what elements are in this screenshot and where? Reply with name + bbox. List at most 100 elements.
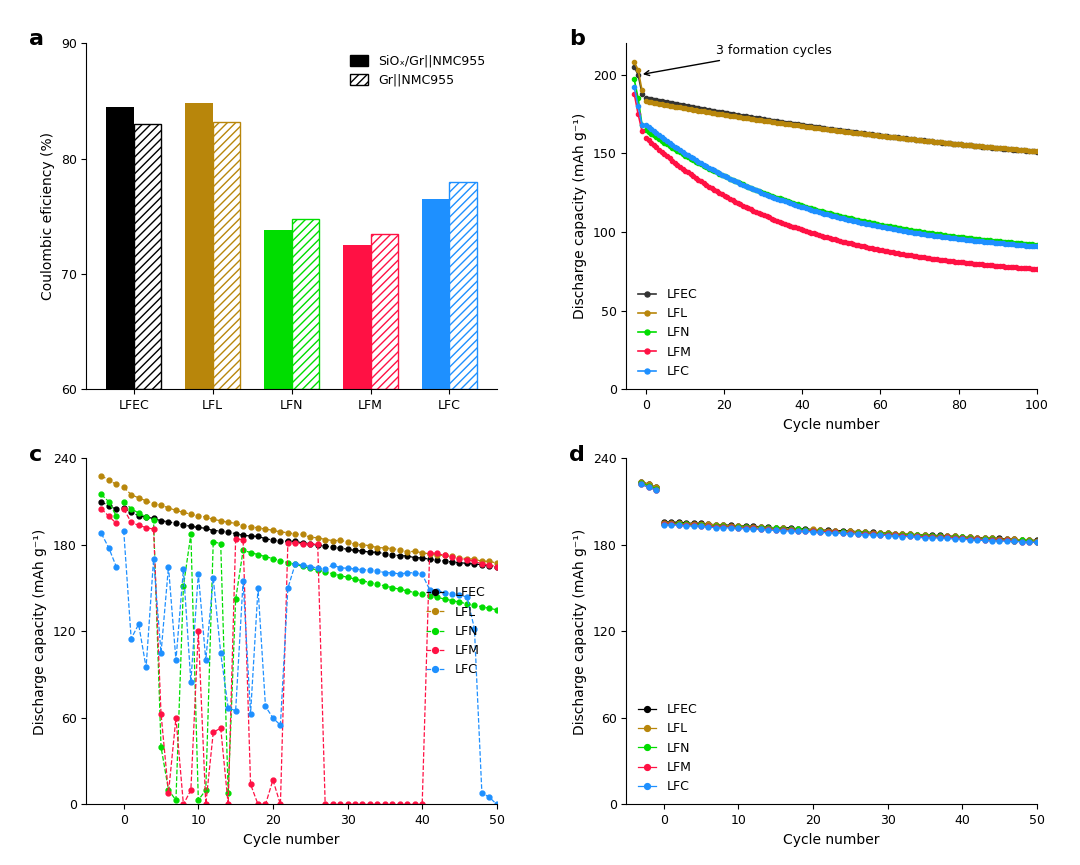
LFC — [229, 706, 242, 716]
Text: d: d — [569, 445, 584, 465]
LFEC — [237, 530, 249, 541]
LFL — [860, 129, 873, 139]
Y-axis label: Discharge capacity (mAh g⁻¹): Discharge capacity (mAh g⁻¹) — [33, 529, 48, 734]
LFL — [777, 523, 789, 534]
LFM — [769, 524, 782, 535]
LFN — [784, 524, 797, 535]
LFEC — [909, 134, 922, 144]
LFC — [237, 576, 249, 586]
LFM — [845, 238, 858, 248]
LFN — [1023, 535, 1036, 546]
LFN — [483, 603, 496, 613]
Line: LFC: LFC — [644, 123, 1039, 248]
Line: LFC: LFC — [661, 522, 1039, 545]
LFC — [483, 792, 496, 803]
LFN — [910, 530, 923, 541]
LFC — [909, 227, 922, 238]
LFL — [909, 135, 922, 145]
LFL — [658, 517, 671, 528]
LFC — [860, 219, 873, 229]
LFL — [237, 521, 249, 531]
LFL — [490, 558, 503, 568]
LFN — [777, 524, 789, 535]
LFM — [740, 523, 753, 534]
Text: b: b — [569, 29, 584, 49]
LFEC — [200, 523, 213, 534]
LFN — [746, 523, 759, 534]
LFM — [962, 258, 975, 268]
LFL — [904, 529, 917, 540]
LFEC — [229, 529, 242, 539]
Text: a: a — [29, 29, 44, 49]
LFN — [118, 497, 131, 507]
LFEC — [962, 140, 975, 151]
Line: LFN: LFN — [644, 128, 1039, 247]
LFC — [1023, 537, 1036, 548]
LFM — [237, 535, 249, 545]
LFN — [933, 531, 946, 541]
Y-axis label: Coulombic eficiency (%): Coulombic eficiency (%) — [41, 132, 55, 300]
LFL — [962, 140, 975, 151]
Line: LFN: LFN — [661, 521, 1039, 544]
LFM — [794, 224, 807, 234]
LFEC — [118, 503, 131, 514]
LFC — [386, 567, 399, 578]
LFM — [909, 251, 922, 261]
LFEC — [777, 522, 789, 533]
LFN — [490, 605, 503, 615]
LFN — [664, 518, 677, 529]
Legend: LFEC, LFL, LFN, LFM, LFC: LFEC, LFL, LFN, LFM, LFC — [633, 283, 702, 383]
LFN — [860, 216, 873, 227]
LFL — [118, 482, 131, 492]
Bar — [422, 199, 449, 389]
LFM — [926, 532, 939, 542]
LFC — [364, 565, 377, 575]
LFC — [639, 120, 652, 131]
LFM — [658, 519, 671, 529]
LFN — [206, 536, 219, 547]
Bar — [213, 122, 241, 389]
LFM — [1023, 536, 1036, 547]
Line: LFM: LFM — [661, 522, 1039, 545]
Text: c: c — [29, 445, 42, 465]
LFC — [118, 525, 131, 535]
LFC — [1030, 537, 1043, 548]
LFEC — [1030, 535, 1043, 546]
LFEC — [364, 547, 377, 557]
Legend: LFEC, LFL, LFN, LFM, LFC: LFEC, LFL, LFN, LFM, LFC — [633, 698, 702, 798]
LFL — [1030, 535, 1043, 546]
Line: LFM: LFM — [644, 136, 1039, 271]
Bar — [370, 234, 399, 389]
LFEC — [769, 522, 782, 533]
Legend: LFEC, LFL, LFN, LFM, LFC: LFEC, LFL, LFN, LFM, LFC — [421, 581, 490, 682]
LFM — [490, 561, 503, 572]
LFM — [860, 242, 873, 253]
LFM — [1030, 537, 1043, 548]
Bar — [292, 219, 320, 389]
LFN — [962, 233, 975, 243]
LFN — [1030, 536, 1043, 547]
LFM — [370, 799, 383, 810]
LFM — [904, 530, 917, 541]
Bar — [134, 124, 161, 389]
LFEC — [483, 561, 496, 571]
LFEC — [926, 530, 939, 541]
LFC — [962, 234, 975, 245]
LFEC — [1030, 146, 1043, 157]
LFL — [200, 512, 213, 522]
LFEC — [845, 126, 858, 137]
LFC — [658, 520, 671, 530]
LFEC — [740, 521, 753, 531]
LFL — [386, 543, 399, 554]
LFL — [794, 120, 807, 131]
LFN — [658, 518, 671, 529]
Legend: SiOₓ/Gr||NMC955, Gr||NMC955: SiOₓ/Gr||NMC955, Gr||NMC955 — [345, 49, 490, 92]
X-axis label: Cycle number: Cycle number — [783, 418, 880, 432]
LFC — [794, 202, 807, 212]
LFN — [909, 226, 922, 236]
Bar — [264, 230, 292, 389]
LFN — [393, 584, 406, 594]
LFEC — [490, 561, 503, 572]
LFL — [1023, 535, 1036, 545]
LFN — [794, 200, 807, 210]
